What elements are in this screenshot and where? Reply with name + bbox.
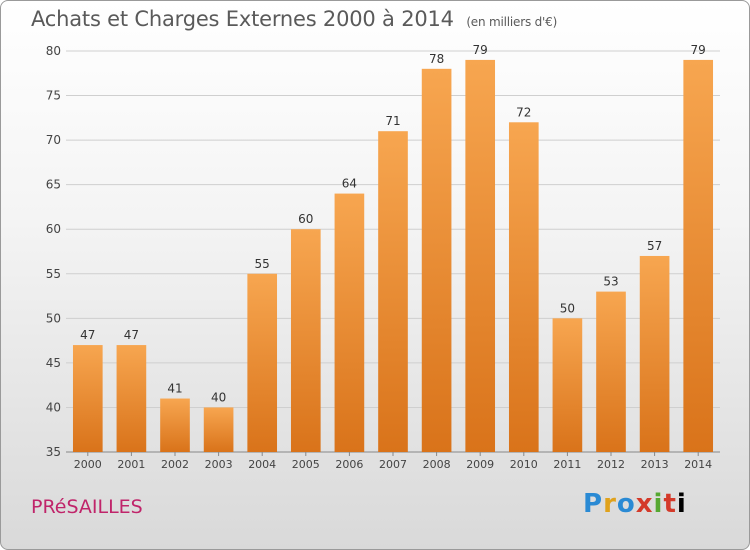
logo-letter: o <box>616 489 636 519</box>
data-label: 41 <box>167 382 182 396</box>
data-label: 79 <box>473 43 488 57</box>
data-label: 55 <box>255 257 270 271</box>
x-tick-label: 2013 <box>641 458 669 471</box>
data-label: 40 <box>211 390 226 404</box>
bar <box>203 407 234 452</box>
y-tick-label: 60 <box>46 222 61 236</box>
data-label: 53 <box>603 275 618 289</box>
data-label: 72 <box>516 105 531 119</box>
data-label: 64 <box>342 177 357 191</box>
logo-letter: i <box>653 489 664 519</box>
data-label: 79 <box>691 43 706 57</box>
x-tick-label: 2006 <box>335 458 363 471</box>
y-tick-label: 35 <box>46 445 61 459</box>
data-label: 78 <box>429 52 444 66</box>
logo-letter: x <box>635 489 654 519</box>
y-tick-label: 70 <box>46 133 61 147</box>
proxiti-logo: Proxiti <box>583 489 687 519</box>
x-tick-label: 2009 <box>466 458 494 471</box>
bar <box>552 318 583 452</box>
y-tick-label: 40 <box>46 400 61 414</box>
bar <box>596 291 626 452</box>
bar <box>508 122 539 453</box>
chart-title-text: Achats et Charges Externes 2000 à 2014 <box>31 7 454 31</box>
x-tick-label: 2008 <box>423 458 451 471</box>
x-tick-label: 2014 <box>684 458 712 471</box>
data-label: 71 <box>385 114 400 128</box>
y-tick-label: 55 <box>46 267 61 281</box>
bar <box>160 398 190 452</box>
x-tick-label: 2007 <box>379 458 407 471</box>
y-tick-label: 80 <box>46 44 61 58</box>
chart-title: Achats et Charges Externes 2000 à 2014 (… <box>31 7 557 31</box>
bar <box>116 345 147 452</box>
data-label: 50 <box>560 301 575 315</box>
bar-series <box>72 59 714 453</box>
logo-letter: P <box>583 489 604 519</box>
bar <box>247 273 278 452</box>
data-labels: 47 47 41 40 55 60 64 71 78 79 72 50 53 57 79 <box>80 43 706 405</box>
x-tick-label: 2011 <box>553 458 581 471</box>
bar <box>72 345 103 452</box>
logo-letter: r <box>603 489 617 519</box>
bar <box>465 59 496 453</box>
y-axis: 35 40 45 50 55 60 65 70 75 80 <box>46 44 61 459</box>
bar <box>639 255 670 452</box>
y-tick-label: 65 <box>46 178 61 192</box>
data-label: 57 <box>647 239 662 253</box>
x-tick-label: 2003 <box>205 458 233 471</box>
y-tick-label: 75 <box>46 89 61 103</box>
logo-letter: t <box>663 489 677 519</box>
bar <box>334 193 365 453</box>
x-tick-label: 2001 <box>117 458 145 471</box>
x-axis: 2000 2001 2002 2003 2004 2005 2006 2007 2008 2009… <box>74 452 712 471</box>
data-label: 60 <box>298 212 313 226</box>
x-tick-label: 2002 <box>161 458 189 471</box>
y-tick-label: 50 <box>46 311 61 325</box>
data-label: 47 <box>124 328 139 342</box>
bar <box>683 59 714 453</box>
x-tick-label: 2004 <box>248 458 276 471</box>
y-tick-label: 45 <box>46 356 61 370</box>
data-label: 47 <box>80 328 95 342</box>
x-tick-label: 2012 <box>597 458 625 471</box>
bar <box>290 229 321 452</box>
bar <box>378 131 408 452</box>
bar <box>421 68 452 453</box>
x-tick-label: 2010 <box>510 458 538 471</box>
x-tick-label: 2005 <box>292 458 320 471</box>
chart-unit: (en milliers d'€) <box>466 15 558 29</box>
commune-name: PRéSAILLES <box>31 496 143 518</box>
logo-letter: i <box>676 489 687 519</box>
x-tick-label: 2000 <box>74 458 102 471</box>
